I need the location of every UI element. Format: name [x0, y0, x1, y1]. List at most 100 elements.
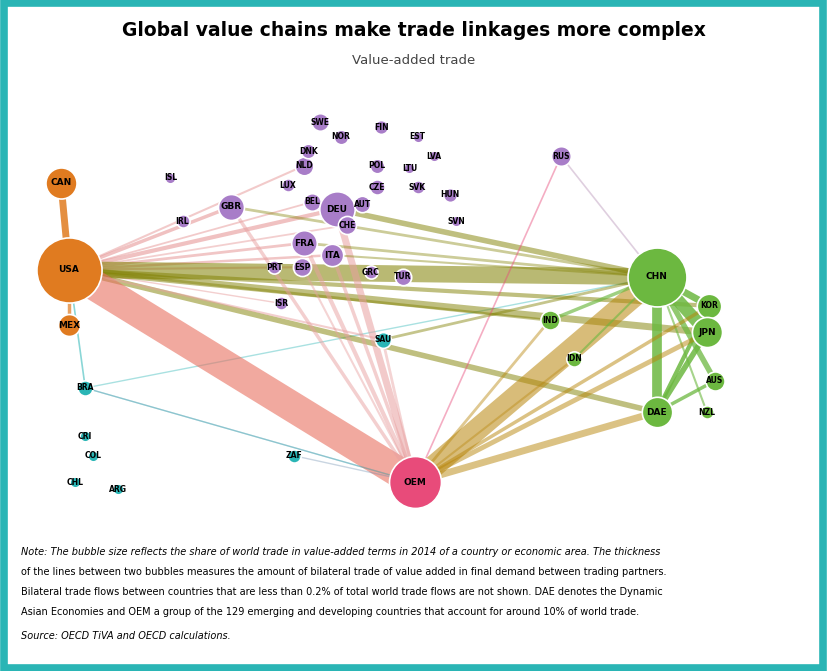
Text: GBR: GBR [221, 202, 241, 211]
Text: of the lines between two bubbles measures the amount of bilateral trade of value: of the lines between two bubbles measure… [21, 567, 667, 577]
Point [364, 266, 377, 277]
Point [356, 199, 369, 210]
Text: CAN: CAN [50, 178, 72, 187]
Point [298, 238, 311, 248]
Point [313, 117, 327, 127]
Text: NZL: NZL [698, 407, 715, 417]
Text: USA: USA [59, 265, 79, 274]
Text: CHL: CHL [66, 478, 84, 486]
Text: OEM: OEM [404, 478, 427, 486]
Text: TUR: TUR [394, 272, 412, 281]
Point [554, 151, 567, 162]
Text: POL: POL [369, 161, 385, 170]
Text: ZAF: ZAF [285, 451, 302, 460]
Point [700, 327, 714, 338]
Point [306, 197, 319, 207]
Point [225, 201, 238, 212]
Text: KOR: KOR [700, 301, 719, 311]
Point [650, 272, 663, 282]
Text: NLD: NLD [295, 161, 313, 170]
Text: DNK: DNK [299, 147, 318, 156]
Text: AUT: AUT [354, 200, 371, 209]
Point [376, 334, 390, 345]
Text: FIN: FIN [374, 123, 389, 132]
Point [79, 431, 92, 442]
Text: DEU: DEU [326, 205, 347, 214]
Point [450, 216, 463, 227]
Point [375, 121, 388, 132]
Text: Note: The bubble size reflects the share of world trade in value-added terms in : Note: The bubble size reflects the share… [21, 547, 660, 557]
Text: CZE: CZE [369, 183, 385, 192]
Text: FRA: FRA [294, 238, 314, 248]
Point [79, 382, 92, 393]
Text: ARG: ARG [108, 485, 127, 494]
Text: BEL: BEL [304, 197, 320, 207]
Text: SVK: SVK [409, 183, 426, 192]
Text: CRI: CRI [78, 431, 93, 441]
Point [650, 407, 663, 417]
Text: Global value chains make trade linkages more complex: Global value chains make trade linkages … [122, 21, 705, 40]
Point [63, 264, 76, 275]
Text: EST: EST [409, 132, 426, 142]
Point [703, 301, 716, 311]
Point [287, 450, 300, 461]
Point [330, 204, 343, 215]
Point [409, 477, 422, 488]
Text: COL: COL [85, 451, 102, 460]
Text: IRL: IRL [175, 217, 189, 226]
Text: SWE: SWE [311, 117, 330, 127]
Text: Bilateral trade flows between countries that are less than 0.2% of total world t: Bilateral trade flows between countries … [21, 587, 662, 597]
Point [296, 262, 309, 272]
Text: ESP: ESP [294, 262, 311, 272]
Text: MEX: MEX [58, 321, 80, 329]
Text: CHE: CHE [338, 221, 356, 229]
Text: GRC: GRC [361, 268, 380, 276]
Point [543, 315, 557, 325]
Point [341, 220, 354, 231]
Text: JPN: JPN [698, 328, 715, 337]
Text: Value-added trade: Value-added trade [351, 54, 476, 67]
Text: DAE: DAE [647, 407, 667, 417]
Text: ISR: ISR [275, 299, 289, 308]
Text: CHN: CHN [646, 272, 667, 281]
Point [176, 216, 189, 227]
Point [68, 477, 81, 488]
Point [111, 484, 124, 495]
Text: IND: IND [542, 316, 557, 325]
Text: PRT: PRT [265, 262, 282, 272]
Point [370, 160, 384, 171]
Text: SVN: SVN [447, 217, 466, 226]
Text: IDN: IDN [566, 354, 582, 364]
Point [411, 132, 424, 142]
Text: ISL: ISL [164, 173, 177, 183]
Point [302, 146, 315, 156]
Point [411, 182, 424, 193]
Point [427, 151, 440, 162]
Text: AUS: AUS [706, 376, 724, 385]
Point [443, 189, 457, 200]
Point [267, 262, 280, 272]
Text: LUX: LUX [280, 180, 296, 190]
Text: Asian Economies and OEM a group of the 129 emerging and developing countries tha: Asian Economies and OEM a group of the 1… [21, 607, 638, 617]
Point [396, 272, 409, 282]
Point [55, 177, 68, 188]
Point [370, 182, 384, 193]
Point [567, 354, 581, 364]
Point [87, 450, 100, 461]
Text: SAU: SAU [374, 335, 391, 344]
Point [275, 298, 288, 309]
Text: RUS: RUS [552, 152, 570, 160]
Text: LVA: LVA [426, 152, 442, 160]
Text: HUN: HUN [440, 190, 460, 199]
Text: ITA: ITA [324, 250, 341, 260]
Point [164, 172, 177, 183]
Point [403, 163, 416, 174]
Point [63, 320, 76, 331]
Text: Source: OECD TiVA and OECD calculations.: Source: OECD TiVA and OECD calculations. [21, 631, 231, 641]
Text: LTU: LTU [402, 164, 417, 172]
Point [700, 407, 714, 417]
Point [709, 375, 722, 386]
Point [334, 132, 347, 142]
Point [326, 250, 339, 260]
Point [298, 160, 311, 171]
